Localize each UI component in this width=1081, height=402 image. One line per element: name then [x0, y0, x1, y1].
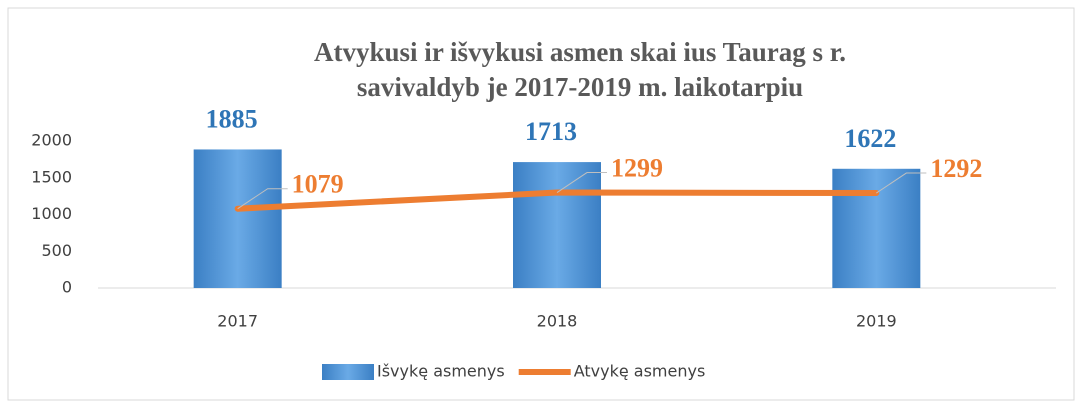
leader-line — [876, 172, 927, 194]
bar — [832, 168, 921, 288]
chart-title: Atvykusi ir išvykusi asmen skai ius Taur… — [314, 37, 846, 67]
x-tick-label: 2017 — [217, 312, 258, 331]
bar — [513, 162, 601, 288]
data-label: 1299 — [611, 153, 663, 182]
legend-swatch — [322, 364, 374, 380]
x-tick-label: 2019 — [856, 312, 897, 331]
data-label: 1079 — [292, 170, 344, 199]
bar — [193, 149, 282, 288]
data-label: 1713 — [525, 117, 577, 146]
legend-label: Išvykę asmenys — [377, 362, 505, 381]
data-label: 1622 — [844, 124, 896, 153]
data-label: 1292 — [930, 154, 982, 183]
y-tick-label: 2000 — [31, 131, 72, 150]
legend-label: Atvykę asmenys — [574, 362, 706, 381]
y-tick-label: 500 — [41, 241, 72, 260]
y-tick-label: 1500 — [31, 167, 72, 186]
y-tick-label: 1000 — [31, 204, 72, 223]
chart-title: savivaldyb je 2017-2019 m. laikotarpiu — [357, 72, 803, 102]
y-tick-label: 0 — [62, 278, 72, 297]
leader-line — [237, 188, 288, 210]
leader-line — [556, 172, 607, 193]
data-label: 1885 — [206, 104, 258, 133]
x-tick-label: 2018 — [537, 312, 578, 331]
